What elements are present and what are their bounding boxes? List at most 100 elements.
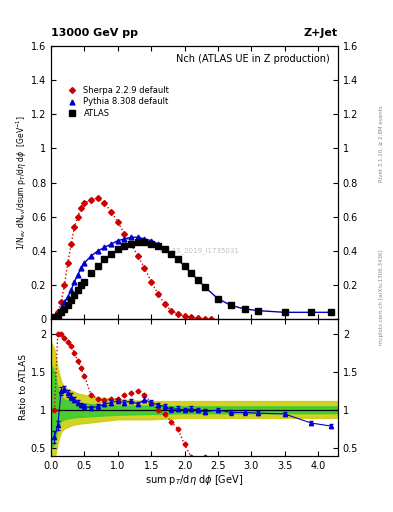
Line: Pythia 8.308 default: Pythia 8.308 default xyxy=(52,235,334,320)
ATLAS xyxy=(79,282,83,288)
Pythia 8.308 default xyxy=(109,241,114,247)
Sherpa 2.2.9 default xyxy=(182,313,187,319)
Pythia 8.308 default xyxy=(89,253,94,259)
Pythia 8.308 default xyxy=(52,314,57,321)
ATLAS xyxy=(55,313,60,319)
Sherpa 2.2.9 default xyxy=(122,231,127,237)
ATLAS xyxy=(89,270,94,276)
Pythia 8.308 default xyxy=(176,257,180,263)
Sherpa 2.2.9 default xyxy=(162,301,167,307)
Sherpa 2.2.9 default xyxy=(89,197,94,203)
Pythia 8.308 default xyxy=(182,263,187,269)
Legend: Sherpa 2.2.9 default, Pythia 8.308 default, ATLAS: Sherpa 2.2.9 default, Pythia 8.308 defau… xyxy=(61,83,173,121)
Sherpa 2.2.9 default xyxy=(189,314,194,321)
ATLAS xyxy=(169,251,174,258)
ATLAS xyxy=(109,251,114,258)
Pythia 8.308 default xyxy=(189,270,194,276)
Pythia 8.308 default xyxy=(162,246,167,252)
Pythia 8.308 default xyxy=(75,272,80,278)
Line: Sherpa 2.2.9 default: Sherpa 2.2.9 default xyxy=(52,196,213,321)
Text: 13000 GeV pp: 13000 GeV pp xyxy=(51,28,138,38)
ATLAS xyxy=(182,263,187,269)
Pythia 8.308 default xyxy=(79,265,83,271)
Pythia 8.308 default xyxy=(282,309,287,315)
ATLAS xyxy=(72,292,77,298)
Pythia 8.308 default xyxy=(72,279,77,285)
Sherpa 2.2.9 default xyxy=(69,241,73,247)
Text: Rivet 3.1.10, ≥ 2.8M events: Rivet 3.1.10, ≥ 2.8M events xyxy=(379,105,384,182)
Pythia 8.308 default xyxy=(62,299,67,305)
ATLAS xyxy=(195,277,200,283)
Y-axis label: Ratio to ATLAS: Ratio to ATLAS xyxy=(19,354,28,420)
ATLAS xyxy=(95,263,100,269)
ATLAS xyxy=(62,306,67,312)
Pythia 8.308 default xyxy=(202,284,207,290)
Y-axis label: 1/N$_{ev}$ dN$_{ev}$/dsum p$_T$/d$\eta$ d$\phi$  [GeV$^{-1}$]: 1/N$_{ev}$ dN$_{ev}$/dsum p$_T$/d$\eta$ … xyxy=(15,115,29,250)
Sherpa 2.2.9 default xyxy=(142,265,147,271)
Sherpa 2.2.9 default xyxy=(62,282,67,288)
Pythia 8.308 default xyxy=(215,295,220,302)
Pythia 8.308 default xyxy=(169,251,174,258)
Pythia 8.308 default xyxy=(309,309,314,315)
Pythia 8.308 default xyxy=(59,306,63,312)
Sherpa 2.2.9 default xyxy=(202,315,207,322)
Pythia 8.308 default xyxy=(229,303,233,309)
Text: ATLAS_2019_I1735031: ATLAS_2019_I1735031 xyxy=(160,247,240,254)
Text: mcplots.cern.ch [arXiv:1306.3436]: mcplots.cern.ch [arXiv:1306.3436] xyxy=(379,249,384,345)
ATLAS xyxy=(229,303,233,309)
ATLAS xyxy=(142,239,147,245)
ATLAS xyxy=(59,309,63,315)
ATLAS xyxy=(156,243,160,249)
Sherpa 2.2.9 default xyxy=(129,241,134,247)
X-axis label: sum p$_T$/d$\eta$ d$\phi$ [GeV]: sum p$_T$/d$\eta$ d$\phi$ [GeV] xyxy=(145,473,244,487)
ATLAS xyxy=(122,243,127,249)
Pythia 8.308 default xyxy=(65,294,70,300)
Sherpa 2.2.9 default xyxy=(72,224,77,230)
ATLAS xyxy=(309,309,314,315)
Pythia 8.308 default xyxy=(82,260,87,266)
Sherpa 2.2.9 default xyxy=(169,308,174,314)
Sherpa 2.2.9 default xyxy=(149,279,154,285)
ATLAS xyxy=(116,246,120,252)
Sherpa 2.2.9 default xyxy=(59,299,63,305)
Sherpa 2.2.9 default xyxy=(136,253,140,259)
Pythia 8.308 default xyxy=(129,234,134,240)
ATLAS xyxy=(255,308,260,314)
ATLAS xyxy=(82,279,87,285)
ATLAS xyxy=(202,284,207,290)
Pythia 8.308 default xyxy=(136,234,140,240)
Sherpa 2.2.9 default xyxy=(65,260,70,266)
Sherpa 2.2.9 default xyxy=(75,214,80,220)
Sherpa 2.2.9 default xyxy=(109,208,114,215)
Pythia 8.308 default xyxy=(142,236,147,242)
Pythia 8.308 default xyxy=(156,241,160,247)
Sherpa 2.2.9 default xyxy=(195,315,200,322)
Sherpa 2.2.9 default xyxy=(209,316,213,322)
Pythia 8.308 default xyxy=(116,238,120,244)
Sherpa 2.2.9 default xyxy=(102,200,107,206)
Text: Nch (ATLAS UE in Z production): Nch (ATLAS UE in Z production) xyxy=(176,54,329,65)
ATLAS xyxy=(176,257,180,263)
Sherpa 2.2.9 default xyxy=(95,195,100,201)
Pythia 8.308 default xyxy=(102,244,107,250)
Pythia 8.308 default xyxy=(195,277,200,283)
Sherpa 2.2.9 default xyxy=(82,200,87,206)
Pythia 8.308 default xyxy=(95,248,100,254)
ATLAS xyxy=(75,287,80,293)
Sherpa 2.2.9 default xyxy=(55,309,60,315)
ATLAS xyxy=(242,306,247,312)
ATLAS xyxy=(189,270,194,276)
Sherpa 2.2.9 default xyxy=(156,290,160,296)
Sherpa 2.2.9 default xyxy=(79,205,83,211)
Pythia 8.308 default xyxy=(55,311,60,317)
ATLAS xyxy=(129,241,134,247)
Sherpa 2.2.9 default xyxy=(52,314,57,321)
Line: ATLAS: ATLAS xyxy=(51,240,334,320)
Sherpa 2.2.9 default xyxy=(116,219,120,225)
ATLAS xyxy=(162,246,167,252)
Pythia 8.308 default xyxy=(69,287,73,293)
ATLAS xyxy=(65,303,70,309)
ATLAS xyxy=(52,314,57,321)
ATLAS xyxy=(329,309,334,315)
ATLAS xyxy=(282,309,287,315)
